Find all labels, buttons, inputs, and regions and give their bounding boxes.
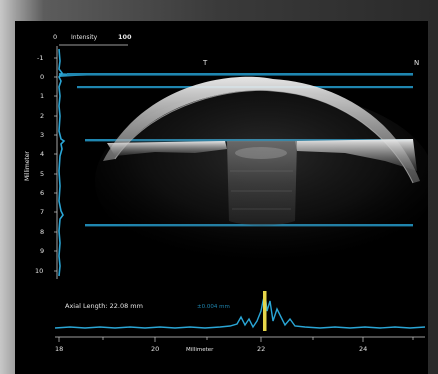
depth-tick: 4 [40,150,44,158]
depth-tick: 7 [40,208,44,216]
oct-display: 0 Intensity 100 T N -1 0 1 2 3 4 5 6 7 8… [15,21,428,374]
axial-scan-trace [54,292,426,329]
depth-tick: 5 [40,170,44,178]
intensity-profile-trace [58,48,66,277]
depth-tick: 2 [40,112,44,120]
depth-axis-title: Millimeter [24,151,31,181]
axial-peak-marker [263,291,267,331]
axial-tick: 24 [359,345,367,353]
temporal-label: T [202,59,208,67]
axial-length-label: Axial Length: 22.08 mm [65,302,143,310]
axial-length-sd: ±0.004 mm [197,304,230,310]
depth-tick: 10 [35,267,43,275]
depth-tick: 8 [40,228,44,236]
depth-tick: 6 [40,189,44,197]
axial-tick: 20 [151,345,159,353]
oct-scan-view: 0 Intensity 100 T N -1 0 1 2 3 4 5 6 7 8… [24,33,428,353]
axial-axis-title: Millimeter [186,347,214,353]
oct-anterior-segment-image [95,76,428,271]
marker-line-anterior-cornea [67,73,413,76]
axial-tick: 18 [55,345,63,353]
intensity-axis-title: Intensity [71,34,98,41]
axial-tick: 22 [257,345,265,353]
depth-tick: 0 [40,73,44,81]
intensity-min-label: 0 [53,33,57,41]
depth-tick: -1 [37,54,43,62]
intensity-max-label: 100 [118,33,132,41]
depth-axis-ticks: -1 0 1 2 3 4 5 6 7 8 9 10 [35,54,44,275]
nasal-label: N [414,59,419,67]
depth-tick: 9 [40,247,44,255]
depth-tick: 3 [40,131,44,139]
depth-tick: 1 [40,92,44,100]
